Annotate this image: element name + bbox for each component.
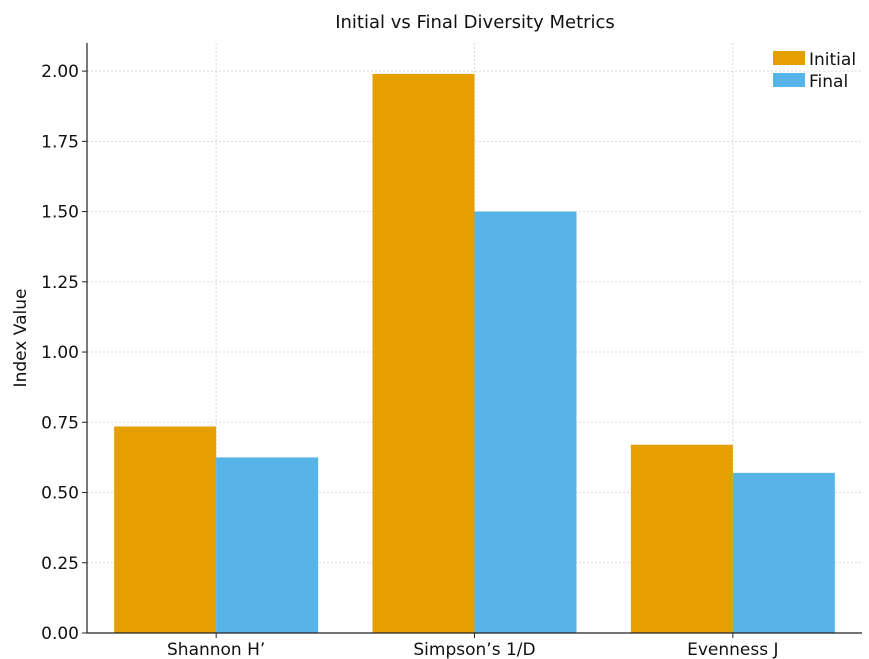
legend-swatch-initial <box>773 51 805 65</box>
x-category-label: Shannon H’ <box>167 640 265 659</box>
bar-initial-2 <box>630 444 733 633</box>
bar-final-1 <box>474 211 577 634</box>
y-tick-label: 1.50 <box>41 203 79 223</box>
y-axis-label: Index Value <box>11 289 31 388</box>
legend-label-final: Final <box>809 72 848 92</box>
bar-final-0 <box>216 457 319 633</box>
y-tick-label: 0.50 <box>41 484 79 504</box>
y-tick-label: 0.00 <box>41 624 79 644</box>
y-tick-label: 1.75 <box>41 132 79 152</box>
x-category-label: Evenness J <box>687 640 778 659</box>
y-tick-label: 2.00 <box>41 62 79 82</box>
legend-swatch-final <box>773 73 805 87</box>
bar-initial-1 <box>372 73 475 633</box>
y-tick-label: 1.00 <box>41 343 79 363</box>
legend-label-initial: Initial <box>809 50 856 70</box>
bars <box>114 73 835 634</box>
y-ticks: 0.00 0.25 0.50 0.75 1.00 1.25 1.50 1.75 2.00 <box>41 62 87 644</box>
y-tick-label: 1.25 <box>41 273 79 293</box>
bar-final-2 <box>732 472 835 633</box>
y-tick-label: 0.25 <box>41 554 79 574</box>
chart-title: Initial vs Final Diversity Metrics <box>335 12 615 33</box>
x-categories: Shannon H’ Simpson’s 1/D Evenness J <box>167 640 779 659</box>
y-tick-label: 0.75 <box>41 413 79 433</box>
x-category-label: Simpson’s 1/D <box>413 640 535 659</box>
bar-initial-0 <box>114 426 217 633</box>
